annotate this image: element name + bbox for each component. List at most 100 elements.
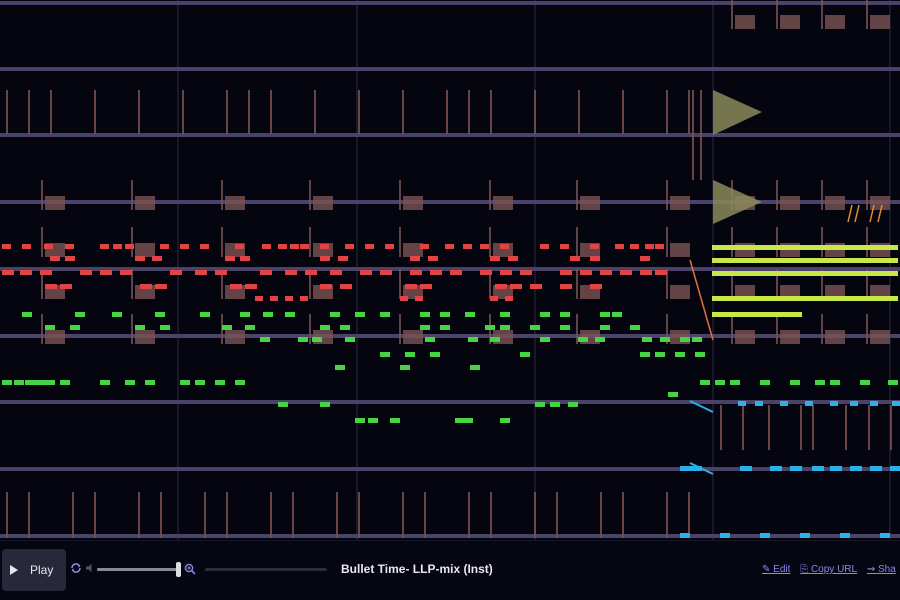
yellow-green-note: [712, 296, 898, 301]
cyan-note: [870, 401, 878, 406]
red-note: [125, 244, 134, 249]
drum-pulse-stem: [776, 314, 778, 344]
green-note: [400, 365, 410, 370]
drum-pulse: [135, 330, 155, 344]
green-note: [22, 312, 32, 317]
slide-accent: [689, 259, 714, 341]
cyan-note: [830, 466, 842, 471]
drum-pulse: [225, 196, 245, 210]
red-note: [410, 270, 422, 275]
volume-thumb[interactable]: [176, 562, 181, 577]
speaker-icon[interactable]: [85, 563, 95, 573]
green-note: [655, 352, 665, 357]
green-note: [285, 312, 295, 317]
red-note: [230, 284, 242, 289]
drum-tick: [812, 405, 814, 450]
cyan-note: [805, 401, 813, 406]
drum-pulse-stem: [221, 269, 223, 299]
drum-pulse-stem: [731, 314, 733, 344]
red-note: [305, 270, 317, 275]
red-note: [640, 256, 650, 261]
drum-tick: [578, 90, 580, 134]
play-button[interactable]: Play: [2, 549, 66, 591]
green-note: [668, 392, 678, 397]
cyan-note: [850, 466, 862, 471]
green-note: [715, 380, 725, 385]
cyan-note: [755, 401, 763, 406]
drum-tick: [28, 90, 30, 134]
drum-pulse-stem: [131, 227, 133, 257]
green-note: [440, 312, 450, 317]
red-note: [420, 244, 429, 249]
red-note: [380, 270, 392, 275]
share-link[interactable]: ⇝ Sha: [866, 564, 896, 575]
yellow-green-note: [712, 258, 898, 263]
drum-pulse-stem: [776, 0, 778, 29]
green-note: [330, 312, 340, 317]
track-line: [0, 467, 900, 471]
drum-pulse-stem: [131, 269, 133, 299]
drum-tick: [50, 90, 52, 134]
loop-icon[interactable]: [70, 562, 82, 574]
visualizer-canvas: [0, 0, 900, 540]
green-note: [612, 312, 622, 317]
red-note: [270, 296, 278, 301]
progress-bar[interactable]: [205, 568, 327, 571]
green-note: [642, 337, 652, 342]
drum-tick: [314, 90, 316, 134]
cyan-note: [690, 466, 702, 471]
drum-pulse: [403, 243, 423, 257]
drum-pulse-stem: [666, 269, 668, 299]
red-note: [600, 270, 612, 275]
volume-slider[interactable]: [97, 568, 181, 571]
green-note: [500, 418, 510, 423]
green-note: [355, 312, 365, 317]
red-note: [463, 244, 472, 249]
drum-tick: [534, 492, 536, 538]
red-note: [330, 270, 342, 275]
red-note: [645, 244, 654, 249]
red-note: [320, 284, 332, 289]
drum-tick: [666, 492, 668, 538]
green-note: [465, 312, 475, 317]
red-note: [340, 284, 352, 289]
red-note: [495, 284, 507, 289]
red-note: [290, 244, 299, 249]
drum-pulse-stem: [666, 227, 668, 257]
red-note: [508, 256, 518, 261]
drum-pulse-stem: [41, 314, 43, 344]
edit-link[interactable]: ✎ Edit: [762, 564, 791, 575]
red-note: [260, 270, 272, 275]
red-note: [365, 244, 374, 249]
drum-pulse-stem: [41, 227, 43, 257]
drum-pulse: [670, 285, 690, 299]
drum-tick: [622, 90, 624, 134]
green-note: [405, 352, 415, 357]
red-note: [140, 284, 152, 289]
green-note: [430, 352, 440, 357]
track-line: [0, 1, 900, 5]
red-note: [40, 270, 52, 275]
drum-pulse-stem: [866, 227, 868, 257]
drum-pulse-stem: [489, 269, 491, 299]
drum-pulse-stem: [576, 314, 578, 344]
green-note: [568, 402, 578, 407]
green-note: [500, 312, 510, 317]
red-note: [20, 270, 32, 275]
green-note: [195, 380, 205, 385]
red-note: [320, 256, 330, 261]
drum-pulse-stem: [221, 227, 223, 257]
red-note: [235, 244, 244, 249]
drum-pulse: [780, 285, 800, 299]
copy-url-link[interactable]: ⎘ Copy URL: [800, 564, 858, 575]
drum-pulse: [580, 196, 600, 210]
green-note: [595, 337, 605, 342]
green-note: [640, 352, 650, 357]
red-note: [590, 284, 602, 289]
cyan-note: [800, 533, 810, 538]
green-note: [135, 325, 145, 330]
green-note: [70, 325, 80, 330]
red-note: [420, 284, 432, 289]
zoom-in-icon[interactable]: [184, 563, 196, 575]
red-note: [278, 244, 287, 249]
